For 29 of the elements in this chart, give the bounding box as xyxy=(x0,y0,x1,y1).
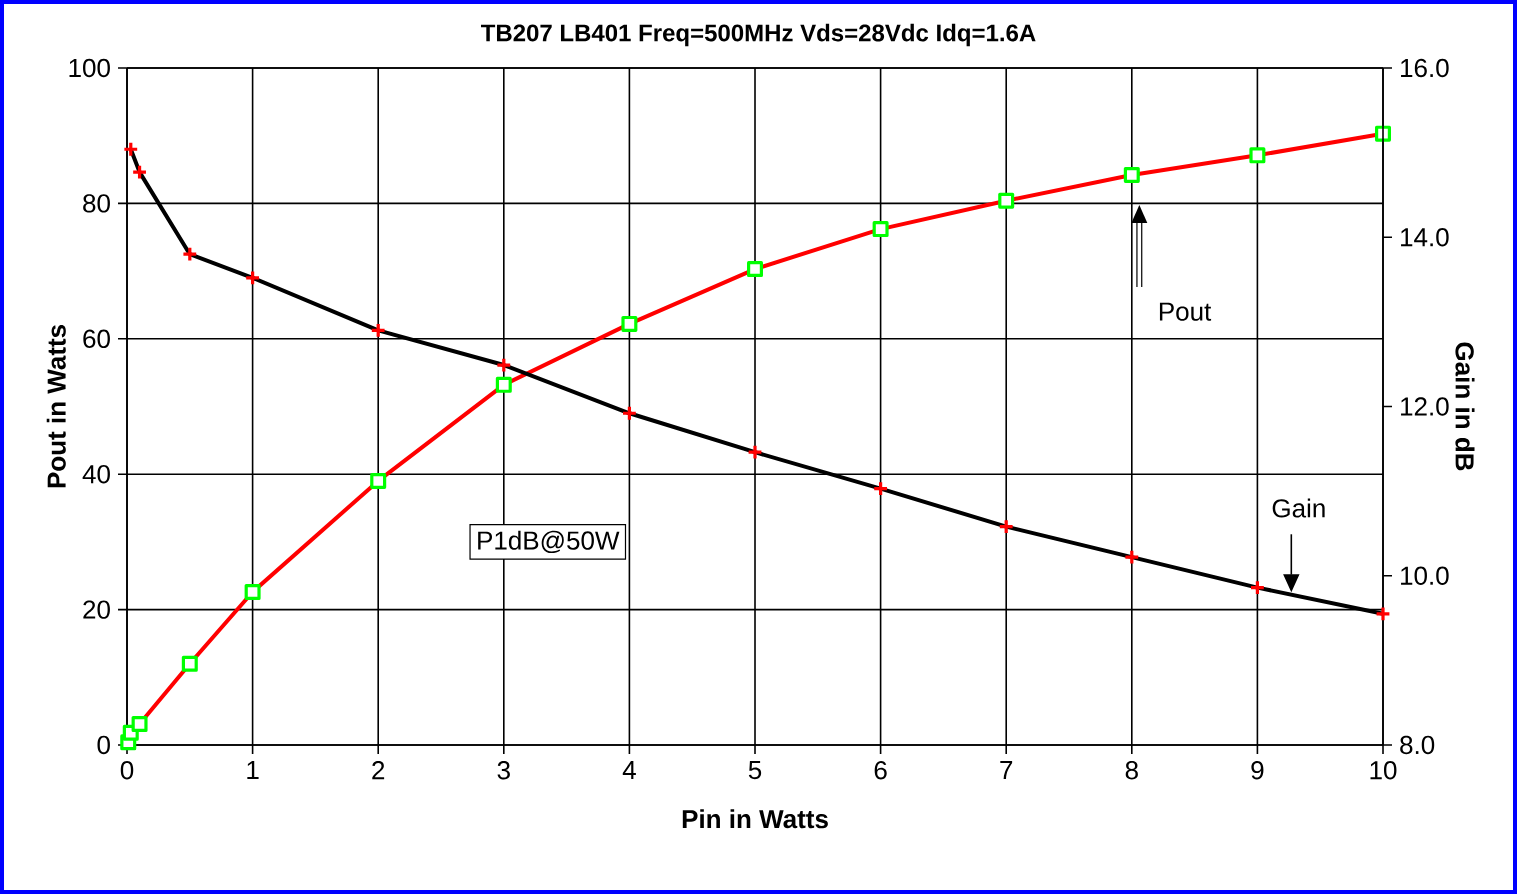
x-tick-label: 7 xyxy=(1000,761,1013,779)
x-tick-label: 10 xyxy=(1370,761,1397,780)
y2-tick-label: 8.0 xyxy=(1400,735,1435,755)
annotation: Gain xyxy=(1272,498,1325,518)
x-tick-label: 6 xyxy=(874,761,887,780)
y2-tick-label: 16.0 xyxy=(1401,58,1449,78)
y2-tick-label: 14.0 xyxy=(1401,228,1449,247)
y-tick-label: 40 xyxy=(82,464,110,484)
x-tick-label: 1 xyxy=(247,761,259,779)
y-axis-title: Pout in Watts xyxy=(46,324,66,488)
y-tick-label: 0 xyxy=(97,735,110,755)
x-tick-label: 3 xyxy=(497,761,510,780)
x-tick-label: 2 xyxy=(372,761,385,780)
x-tick-label: 9 xyxy=(1251,761,1264,780)
y2-tick-label: 10.0 xyxy=(1401,566,1449,585)
annotation: P1dB@50W xyxy=(478,530,620,554)
y-tick-label: 20 xyxy=(83,600,110,619)
y-tick-label: 100 xyxy=(69,58,110,78)
x-tick-label: 5 xyxy=(748,761,762,780)
y2-axis-title: Gain in dB xyxy=(1455,342,1475,471)
y-tick-label: 60 xyxy=(83,329,110,348)
x-tick-label: 0 xyxy=(120,761,134,780)
y2-tick-label: 12.0 xyxy=(1401,397,1449,416)
x-axis-title: Pin in Watts xyxy=(682,809,828,829)
chart-title: TB207 LB401 Freq=500MHz Vds=28Vdc Idq=1.6A xyxy=(481,23,1036,47)
x-tick-label: 4 xyxy=(622,761,636,779)
y-tick-label: 80 xyxy=(83,194,110,213)
x-tick-label: 8 xyxy=(1125,761,1138,780)
annotation: Pout xyxy=(1159,302,1212,321)
